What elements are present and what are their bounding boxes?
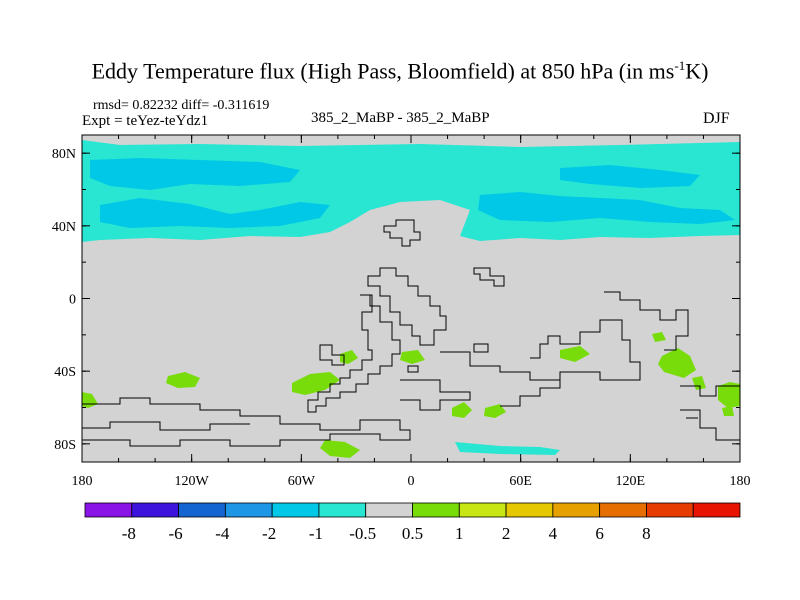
colorbar-label: -8 [122,524,136,543]
axes: 180 120W 60W 0 60E 120E 180 80N 40N 0 40S 80S [52,135,751,489]
colorbar-swatch [646,502,694,518]
pos-flux-patch-2 [292,372,340,395]
colorbar-label: 1 [455,524,464,543]
coastline-north-africa [383,219,421,247]
colorbar-label: 6 [595,524,604,543]
y-tick-label: 80S [54,438,76,453]
coastline-islands [407,343,489,373]
colorbar-swatch [271,502,320,518]
season-label: DJF [703,110,730,127]
x-tick-label: 60E [509,474,532,489]
pos-flux-patch-7 [452,402,472,418]
coastline-australia [473,267,505,287]
pos-flux-patch-4 [400,350,425,364]
pos-flux-patch-6 [320,440,360,458]
colorbar-swatch [178,502,226,518]
coastline-southern [82,421,250,431]
pos-flux-patch-11 [652,332,666,342]
y-tick-label: 40N [52,220,76,235]
colorbar-label: -2 [262,524,276,543]
colorbar-swatch [412,502,460,518]
colorbar-label: -0.5 [349,524,376,543]
y-tick-label: 40S [54,365,76,380]
pos-flux-patch-13 [718,382,740,408]
coastline-central [319,344,345,366]
pos-flux-patch-9 [560,346,590,362]
field-contours [82,140,740,458]
coastline-eurasia-south [440,319,641,381]
x-tick-label: 180 [730,474,751,489]
coastline-east-south [680,385,740,441]
pos-flux-patch-1 [166,372,200,388]
colorbar-label: -4 [215,524,230,543]
colorbar-label: 4 [549,524,558,543]
chart-subtitle: 385_2_MaBP - 385_2_MaBP [311,110,490,126]
x-tick-label: 120W [175,474,210,489]
north-flux-core-1 [90,158,300,190]
coastline-africa [367,267,447,346]
colorbar-swatch [84,502,133,518]
coastlines [82,219,740,447]
coastline-atlantic-south [400,379,471,411]
bay-patch [370,205,465,236]
colorbar-swatch [692,502,741,518]
coastline-indian [500,379,561,407]
colorbar-swatch [552,502,601,518]
colorbar-swatch [131,502,179,518]
experiment-text: Expt = teYez-teYdz1 [82,113,209,129]
colorbar-swatch [318,502,367,518]
north-flux-core-2 [100,198,330,228]
x-tick-label: 60W [288,474,316,489]
chart-title: Eddy Temperature flux (High Pass, Bloomf… [91,58,709,84]
coastline-asia [604,291,689,351]
colorbar-label: 8 [642,524,651,543]
colorbar-label: 2 [502,524,511,543]
x-tick-label: 180 [72,474,93,489]
y-tick-label: 0 [69,293,76,308]
north-flux-core-4 [560,165,700,188]
y-tick-label: 80N [52,147,76,162]
colorbar-swatch [458,502,507,518]
coastline-antarctic-west [82,397,411,447]
colorbar-swatch [599,502,647,518]
north-flux-core-3 [478,192,735,224]
pos-flux-patch-10 [658,348,696,378]
x-tick-label: 0 [408,474,415,489]
colorbar-swatch [224,502,273,518]
colorbar-label: -1 [309,524,323,543]
colorbar-label: 0.5 [402,524,423,543]
pos-flux-patch-14 [722,406,734,416]
colorbar-label: -6 [168,524,182,543]
coastline-america-south [307,294,401,413]
colorbar: -8 -6 -4 -2 -1 -0.5 0.5 1 2 4 6 8 [84,502,741,543]
colorbar-swatch [365,502,413,518]
south-flux-streak [455,442,560,455]
x-tick-label: 120E [616,474,646,489]
colorbar-swatch [505,502,554,518]
pos-flux-patch-8 [484,404,506,418]
stats-text: rmsd= 0.82232 diff= -0.311619 [93,98,270,113]
